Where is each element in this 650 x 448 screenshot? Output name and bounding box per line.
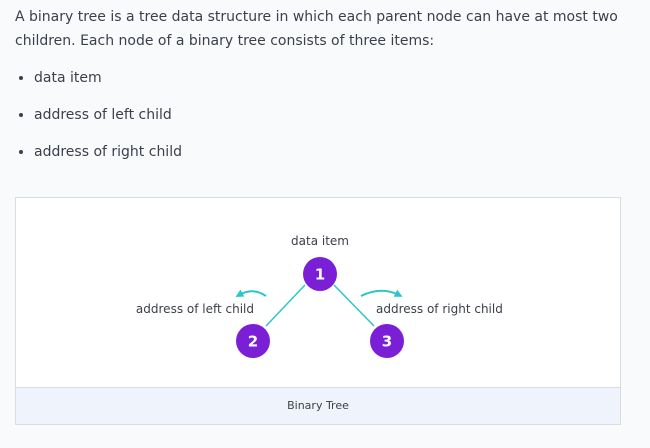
intro-paragraph: A binary tree is a tree data structure i… — [15, 9, 618, 49]
right-child-label: address of right child — [376, 302, 503, 316]
data-item-label: data item — [291, 234, 349, 248]
node-number: 2 — [248, 333, 258, 351]
binary-tree-diagram: data item address of left child address … — [136, 234, 503, 358]
left-pointer-arrow-icon — [235, 289, 267, 297]
list-item: address of left child — [15, 103, 182, 140]
node-number: 1 — [315, 266, 325, 284]
right-pointer-arrow-icon — [360, 289, 403, 297]
node-number: 3 — [382, 333, 392, 351]
figure-caption: Binary Tree — [16, 387, 620, 424]
list-item: data item — [15, 66, 182, 103]
edge-right — [333, 284, 375, 327]
tree-node: 3 — [370, 324, 404, 358]
node-items-list: data item address of left child address … — [15, 66, 182, 177]
tree-node: 2 — [236, 324, 270, 358]
tree-node: 1 — [303, 257, 337, 291]
left-child-label: address of left child — [136, 302, 254, 316]
list-item: address of right child — [15, 140, 182, 177]
edge-left — [265, 284, 306, 327]
binary-tree-figure: data item address of left child address … — [15, 197, 621, 425]
